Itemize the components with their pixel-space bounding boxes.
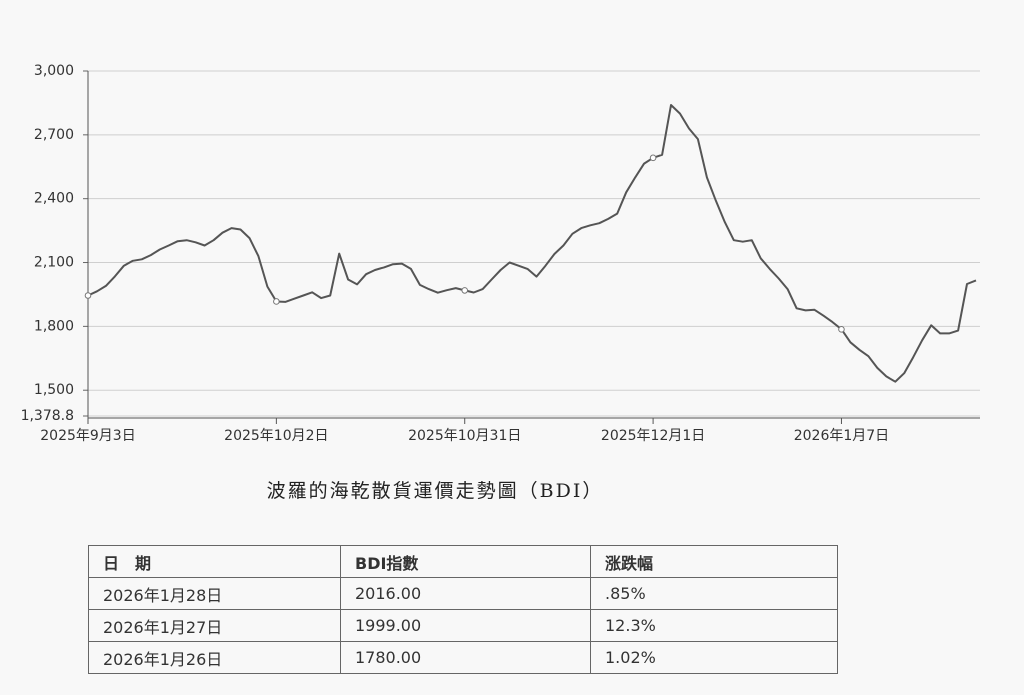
table-cell: 2026年1月28日 (88, 577, 341, 610)
table-cell: 2026年1月27日 (88, 609, 341, 642)
chart: 波羅的海乾散貨運價走勢圖（BDI） 1,378.8 1,500 1,800 2,100… (21, 63, 980, 502)
line (87, 104, 977, 383)
table-cell: 12.3% (590, 609, 838, 642)
table-cell: 涨跌幅 (590, 545, 838, 578)
x-tick-label: 2025年10月2日 (224, 428, 328, 444)
table-cell: BDI指數 (340, 545, 591, 578)
table-row: 2026年1月27日 1999.00 12.3% (88, 609, 838, 642)
table-cell: 1999.00 (340, 609, 591, 642)
table-row: 2026年1月28日 2016.00.85% (88, 577, 838, 610)
x-tick-label: 2025年9月3日 (40, 428, 135, 444)
table-cell: 2016.00 (340, 577, 591, 610)
point-marker (273, 298, 280, 305)
x-tick-label: 2025年12月1日 (601, 428, 705, 444)
y-tick-label: 3,000 (34, 63, 74, 79)
table-cell: 1.02% (590, 641, 838, 674)
y-tick-label: 2,100 (34, 255, 74, 271)
table-row: 日 期 BDI指數 涨跌幅 (88, 545, 838, 578)
bdi-table: 日 期 BDI指數 涨跌幅 2026年1月28日 2016.00.85% 2026年1月2… (88, 545, 838, 674)
chart-title: 波羅的海乾散貨運價走勢圖（BDI） (267, 480, 604, 502)
y-tick-label: 1,800 (34, 318, 74, 334)
point-marker (838, 326, 845, 333)
point-marker (649, 154, 657, 162)
point-marker (461, 287, 469, 294)
point-marker (84, 292, 92, 299)
table-cell: 2026年1月26日 (88, 641, 341, 674)
y-tick-label: 1,378.8 (21, 408, 74, 424)
x-tick-label: 2026年1月7日 (794, 428, 889, 444)
table-cell: .85% (590, 577, 838, 610)
y-tick-label: 2,400 (34, 191, 74, 207)
table-cell: 1780.00 (340, 641, 591, 674)
x-tick-label: 2025年10月31日 (408, 428, 521, 444)
table-row: 2026年1月26日 1780.00 1.02% (88, 641, 838, 674)
table-cell: 日 期 (88, 545, 341, 578)
y-tick-label: 1,500 (34, 382, 74, 398)
y-tick-label: 2,700 (34, 127, 74, 143)
